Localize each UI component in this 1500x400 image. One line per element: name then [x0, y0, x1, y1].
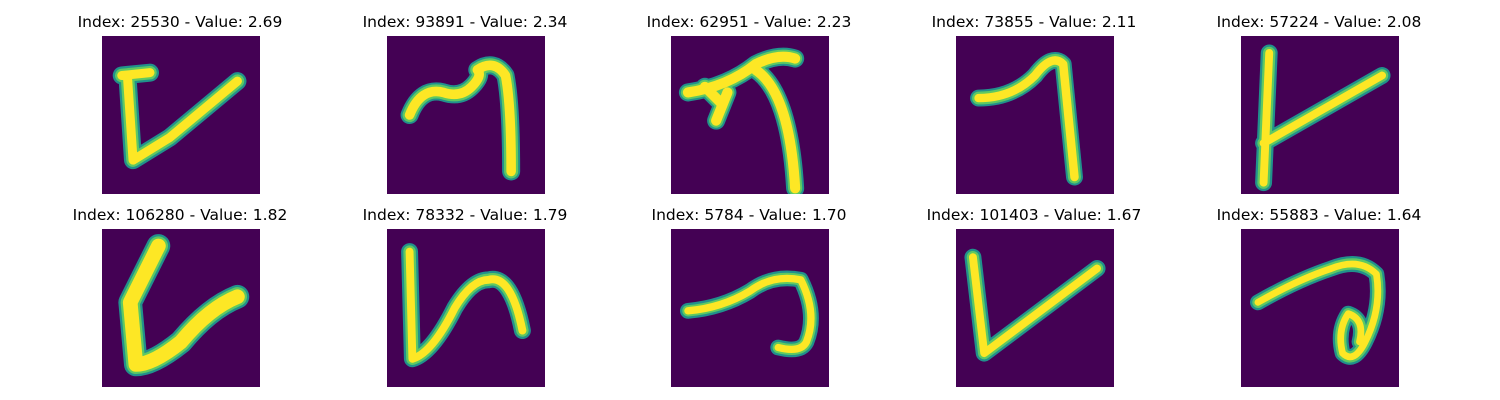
digit-image — [102, 229, 260, 387]
digit-image — [387, 36, 545, 194]
panel-title: Index: 106280 - Value: 1.82 — [72, 206, 288, 224]
digit-image — [1241, 229, 1399, 387]
digit-image — [956, 229, 1114, 387]
panel-title: Index: 101403 - Value: 1.67 — [926, 206, 1142, 224]
digit-image — [671, 229, 829, 387]
digit-image — [671, 36, 829, 194]
digit-image — [387, 229, 545, 387]
panel-title: Index: 55883 - Value: 1.64 — [1216, 206, 1422, 224]
panel-title: Index: 57224 - Value: 2.08 — [1216, 13, 1422, 31]
digit-image — [1241, 36, 1399, 194]
panel-title: Index: 5784 - Value: 1.70 — [651, 206, 847, 224]
panel-title: Index: 62951 - Value: 2.23 — [646, 13, 852, 31]
panel-title: Index: 73855 - Value: 2.11 — [931, 13, 1137, 31]
panel-title: Index: 93891 - Value: 2.34 — [362, 13, 568, 31]
panel-title: Index: 78332 - Value: 1.79 — [362, 206, 568, 224]
digit-image — [956, 36, 1114, 194]
digit-image — [102, 36, 260, 194]
panel-title: Index: 25530 - Value: 2.69 — [77, 13, 283, 31]
